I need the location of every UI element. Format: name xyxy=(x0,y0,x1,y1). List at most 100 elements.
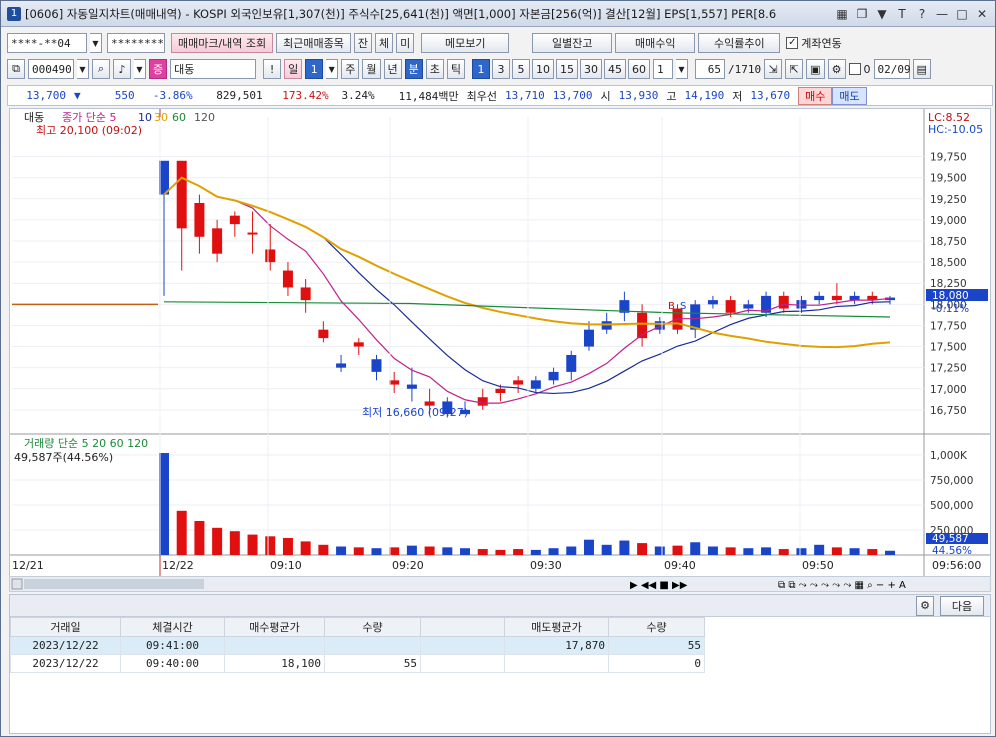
best-ask: 13,700 xyxy=(552,89,593,102)
buy-button[interactable]: 매수 xyxy=(798,86,833,105)
volume-bar xyxy=(761,547,772,555)
speaker-dropdown[interactable]: ▼ xyxy=(134,59,146,79)
gear-icon[interactable]: ⚙ xyxy=(827,59,846,79)
period-week-button[interactable]: 주 xyxy=(341,59,360,79)
price-tick-label: 18,000 xyxy=(930,299,967,311)
executed-button[interactable]: 체 xyxy=(375,33,394,53)
time-tick-label: 09:20 xyxy=(392,559,424,572)
chart-area[interactable]: 19,750 19,500 19,250 19,000 18,750 18,500 18,2… xyxy=(9,108,991,578)
price-tick-label: 18,750 xyxy=(930,236,967,248)
stock-name-input[interactable]: 대동 xyxy=(170,59,257,79)
interval-button-5[interactable]: 5 xyxy=(512,59,530,79)
chart-settings-icon[interactable]: ⧉ xyxy=(7,59,25,79)
period-minute-button[interactable]: 분 xyxy=(404,59,423,79)
current-price-label: 18,080 xyxy=(932,290,969,302)
interval-button-15[interactable]: 15 xyxy=(556,59,578,79)
balance-button[interactable]: 잔 xyxy=(353,33,373,53)
zoom-in-icon[interactable]: ⇲ xyxy=(764,59,783,79)
playback-controls-icon[interactable]: ▶ ◀◀ ■ ▶▶ xyxy=(630,580,688,591)
sell-button[interactable]: 매도 xyxy=(832,86,867,105)
interval-dropdown[interactable]: ▼ xyxy=(676,59,688,79)
low-annotation: 최저 16,660 (09:27) xyxy=(362,406,468,419)
period-day-button[interactable]: 일 xyxy=(284,59,303,79)
account-dropdown[interactable]: ▼ xyxy=(90,33,102,53)
gear-icon[interactable]: ⚙ xyxy=(916,595,934,616)
account-input[interactable]: ****-**04 xyxy=(7,33,87,53)
close-icon[interactable]: ✕ xyxy=(976,6,988,21)
current-pct-label: -0.11% xyxy=(932,303,969,315)
volume-bar xyxy=(406,545,417,555)
period-tick-button[interactable]: 틱 xyxy=(446,59,465,79)
candle-body xyxy=(229,215,240,225)
speaker-icon[interactable]: ♪ xyxy=(113,59,131,79)
interval-button-1[interactable]: 1 xyxy=(472,59,490,79)
period-month-button[interactable]: 월 xyxy=(362,59,381,79)
date-checkbox[interactable] xyxy=(848,63,861,75)
trade-mark-button[interactable]: 매매마크/내역 조회 xyxy=(171,33,274,53)
volume-bar xyxy=(442,547,453,555)
unexecuted-button[interactable]: 미 xyxy=(396,33,415,53)
password-input[interactable]: ******** xyxy=(107,33,165,53)
minimize-icon[interactable]: — xyxy=(936,6,948,21)
candle-body xyxy=(477,397,488,406)
candle-body xyxy=(778,295,789,309)
drawing-tools-icon[interactable]: ⧉ ⧉ ⤳ ⤳ ⤳ ⤳ ⤳ ▦ ⌕ − + A xyxy=(778,580,906,591)
table-row[interactable]: 2023/12/22 09:40:00 18,100 55 0 xyxy=(10,654,705,673)
period-number[interactable]: 1 xyxy=(305,59,324,79)
maximize-icon[interactable]: □ xyxy=(956,6,968,21)
volume-bar xyxy=(690,542,701,555)
period-year-button[interactable]: 년 xyxy=(383,59,402,79)
trade-history-panel: ⚙ 다음 거래일 체결시간 매수평균가 수량 매도평균가 수량 2023/12/… xyxy=(9,594,991,734)
next-button[interactable]: 다음 xyxy=(940,595,984,616)
trade-profit-button[interactable]: 매매수익 xyxy=(615,33,696,53)
candle-body xyxy=(159,160,169,195)
candle-body xyxy=(867,295,878,301)
save-icon[interactable]: ▣ xyxy=(806,59,825,79)
pin-icon[interactable]: ▼ xyxy=(877,6,887,21)
candle-body xyxy=(513,380,524,385)
low-price: 13,670 xyxy=(750,89,791,102)
interval-button-60[interactable]: 60 xyxy=(628,59,650,79)
volume-bar xyxy=(619,540,630,555)
stock-code-dropdown[interactable]: ▼ xyxy=(77,59,89,79)
candlestick-chart[interactable]: 19,750 19,500 19,250 19,000 18,750 18,500 18,2… xyxy=(10,109,990,577)
zoom-out-icon[interactable]: ⇱ xyxy=(785,59,804,79)
scroll-left-button[interactable] xyxy=(11,578,23,590)
down-arrow-icon: ▼ xyxy=(74,89,81,102)
price-tick-label: 17,250 xyxy=(930,363,967,375)
period-second-button[interactable]: 초 xyxy=(425,59,444,79)
font-icon[interactable]: T xyxy=(898,6,906,21)
bar-count-input[interactable]: 65 xyxy=(695,59,725,79)
memo-button[interactable]: 메모보기 xyxy=(421,33,510,53)
stock-code-input[interactable]: 000490 xyxy=(28,59,74,79)
period-dropdown[interactable]: ▼ xyxy=(326,59,339,79)
title-bar[interactable]: 1 [0606] 자동일지차트(매매내역) - KOSPI 외국인보유[1,30… xyxy=(1,1,995,27)
best-bid: 13,710 xyxy=(505,89,545,102)
interval-input[interactable]: 1 xyxy=(653,59,673,79)
search-icon[interactable]: ⌕ xyxy=(92,59,110,79)
high-label: 고 xyxy=(666,89,677,103)
scroll-thumb[interactable] xyxy=(24,579,204,589)
grid-icon[interactable]: ▦ xyxy=(836,6,848,21)
interval-button-45[interactable]: 45 xyxy=(604,59,626,79)
interval-button-30[interactable]: 30 xyxy=(580,59,602,79)
volume-bar xyxy=(743,548,754,555)
table-row[interactable]: 2023/12/22 09:41:00 17,870 55 xyxy=(10,636,705,655)
restore-layout-icon[interactable]: ❐ xyxy=(856,6,868,21)
current-price: 13,700 xyxy=(26,89,66,102)
window-number: 1 xyxy=(7,6,21,21)
calendar-icon[interactable]: ▤ xyxy=(912,59,931,79)
interval-button-10[interactable]: 10 xyxy=(532,59,554,79)
date-input[interactable]: 02/09 xyxy=(873,59,911,79)
account-link-checkbox[interactable]: ✓ xyxy=(786,37,799,49)
profit-trend-button[interactable]: 수익률추이 xyxy=(698,33,781,53)
candle-body xyxy=(247,232,258,235)
daily-balance-button[interactable]: 일별잔고 xyxy=(532,33,613,53)
interval-button-3[interactable]: 3 xyxy=(492,59,510,79)
candle-body xyxy=(743,304,754,309)
alert-button[interactable]: ! xyxy=(263,59,282,79)
recent-trades-button[interactable]: 최근매매종목 xyxy=(276,33,351,53)
price-change: 550 xyxy=(114,89,135,102)
help-icon[interactable]: ? xyxy=(918,6,926,21)
